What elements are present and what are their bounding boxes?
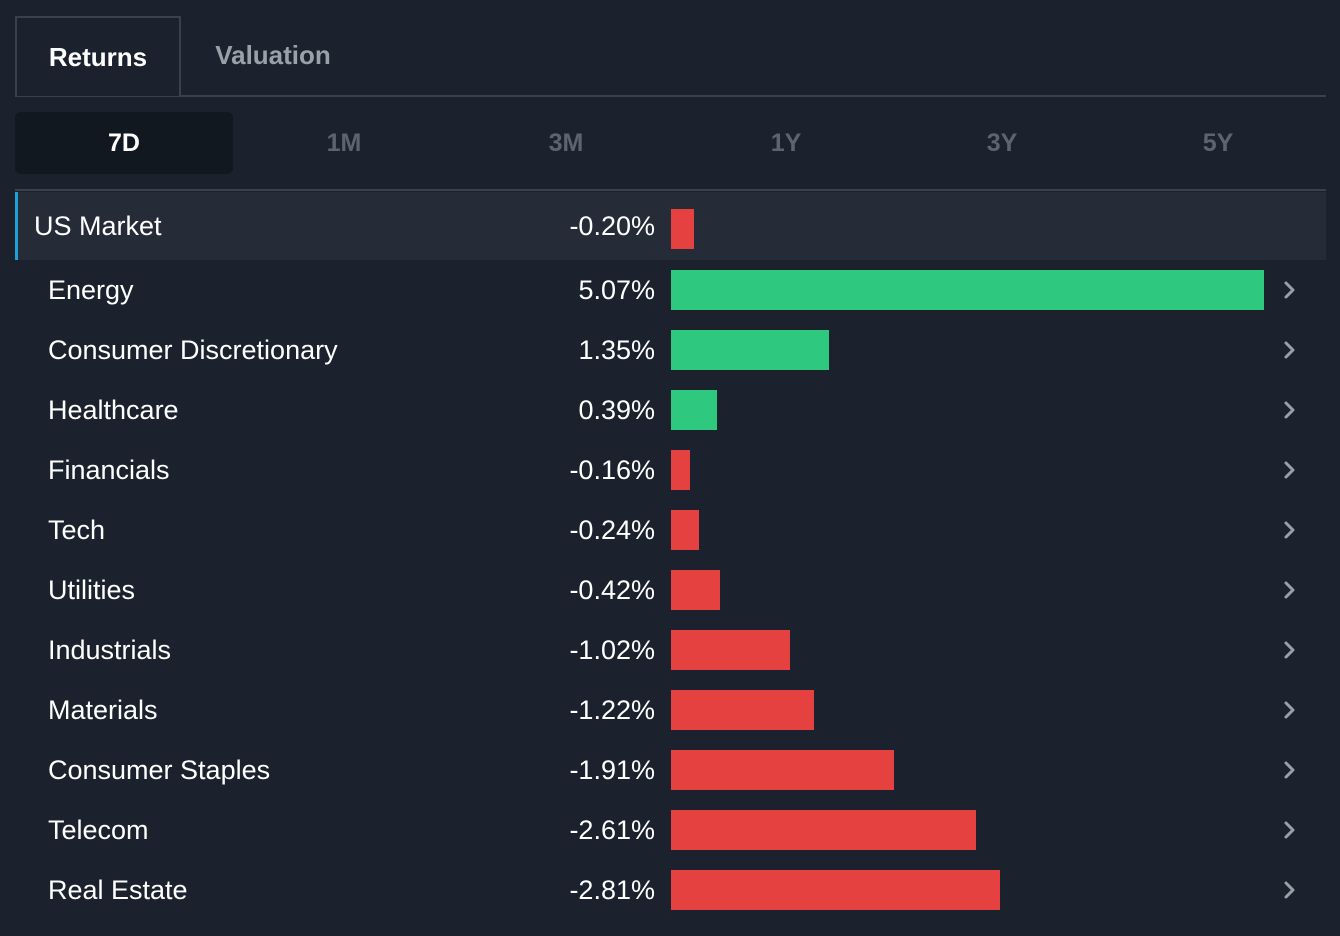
sector-row[interactable]: Energy 5.07% — [15, 260, 1326, 320]
market-row: US Market -0.20% — [15, 192, 1326, 260]
chevron-right-icon[interactable] — [1279, 740, 1301, 800]
sector-return-value: -1.91% — [569, 754, 655, 785]
sector-return-value: -2.61% — [569, 814, 655, 845]
sector-return-value: 0.39% — [578, 394, 655, 425]
period-tab-1y[interactable]: 1Y — [770, 128, 802, 157]
sector-return-bar — [671, 330, 829, 370]
sector-row[interactable]: Telecom -2.61% — [15, 800, 1326, 860]
sector-label: Healthcare — [48, 394, 179, 425]
sector-return-bar — [671, 750, 895, 790]
market-label: US Market — [34, 210, 162, 241]
selected-indicator — [15, 192, 18, 260]
sector-label: Real Estate — [48, 874, 188, 905]
chevron-right-icon[interactable] — [1279, 260, 1301, 320]
period-tab-1m[interactable]: 1M — [326, 128, 362, 157]
sector-return-bar — [671, 270, 1264, 310]
chevron-right-icon[interactable] — [1279, 560, 1301, 620]
main-tabs: Returns Valuation — [15, 16, 1326, 97]
sector-row[interactable]: Consumer Discretionary 1.35% — [15, 320, 1326, 380]
sector-return-bar — [671, 390, 717, 430]
sector-row[interactable]: Healthcare 0.39% — [15, 380, 1326, 440]
period-tabs: 7D 1M 3M 1Y 3Y 5Y — [15, 112, 1326, 174]
sector-return-value: -0.16% — [569, 454, 655, 485]
sector-row[interactable]: Real Estate -2.81% — [15, 860, 1326, 920]
chevron-right-icon[interactable] — [1279, 680, 1301, 740]
sector-return-bar — [671, 810, 977, 850]
market-return-bar — [671, 209, 695, 249]
chevron-right-icon[interactable] — [1279, 440, 1301, 500]
sector-return-bar — [671, 510, 700, 550]
sector-return-bar — [671, 870, 1000, 910]
sector-return-bar — [671, 450, 690, 490]
sector-return-value: -2.81% — [569, 874, 655, 905]
period-tab-7d[interactable]: 7D — [15, 112, 233, 174]
chevron-right-icon[interactable] — [1279, 620, 1301, 680]
sector-row[interactable]: Industrials -1.02% — [15, 620, 1326, 680]
chevron-right-icon[interactable] — [1279, 380, 1301, 440]
sector-label: Tech — [48, 514, 106, 545]
period-tab-3y[interactable]: 3Y — [986, 128, 1018, 157]
sector-label: Utilities — [48, 574, 136, 605]
sector-row[interactable]: Utilities -0.42% — [15, 560, 1326, 620]
sector-return-bar — [671, 630, 791, 670]
sector-return-value: 1.35% — [578, 334, 655, 365]
market-return-value: -0.20% — [569, 210, 655, 241]
tab-returns[interactable]: Returns — [15, 16, 181, 96]
chevron-right-icon[interactable] — [1279, 860, 1301, 920]
tab-valuation[interactable]: Valuation — [215, 39, 331, 70]
chevron-right-icon[interactable] — [1279, 500, 1301, 560]
sector-row[interactable]: Financials -0.16% — [15, 440, 1326, 500]
period-tab-3m[interactable]: 3M — [548, 128, 584, 157]
period-tab-5y[interactable]: 5Y — [1202, 128, 1234, 157]
sector-label: Energy — [48, 274, 134, 305]
sector-label: Consumer Staples — [48, 754, 271, 785]
header-divider — [15, 189, 1326, 191]
sector-row[interactable]: Materials -1.22% — [15, 680, 1326, 740]
sector-return-value: -0.42% — [569, 574, 655, 605]
sector-return-value: 5.07% — [578, 274, 655, 305]
sector-return-value: -1.02% — [569, 634, 655, 665]
sector-label: Telecom — [48, 814, 149, 845]
sector-return-value: -1.22% — [569, 694, 655, 725]
sector-return-bar — [671, 570, 721, 610]
chevron-right-icon[interactable] — [1279, 320, 1301, 380]
sector-row[interactable]: Tech -0.24% — [15, 500, 1326, 560]
chevron-right-icon[interactable] — [1279, 800, 1301, 860]
sector-label: Materials — [48, 694, 158, 725]
sector-label: Financials — [48, 454, 170, 485]
sector-return-bar — [671, 690, 814, 730]
sector-row[interactable]: Consumer Staples -1.91% — [15, 740, 1326, 800]
sector-label: Industrials — [48, 634, 172, 665]
sector-return-value: -0.24% — [569, 514, 655, 545]
sector-label: Consumer Discretionary — [48, 334, 338, 365]
